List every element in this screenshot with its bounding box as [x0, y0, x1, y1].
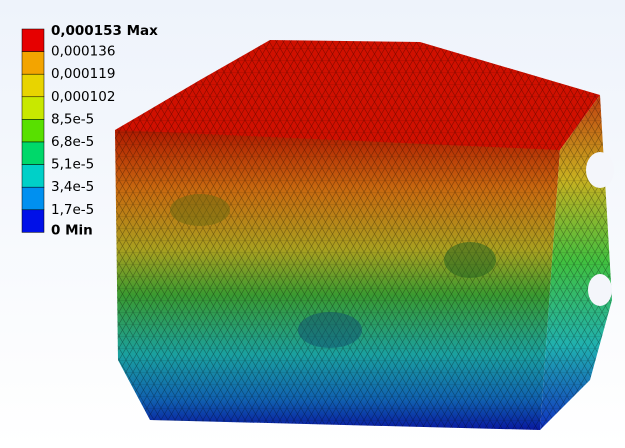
legend-swatch [22, 97, 44, 120]
pore [298, 312, 362, 348]
mesh-lines [115, 40, 612, 430]
legend-swatch [22, 210, 44, 233]
legend-swatch [22, 52, 44, 75]
legend-label: 5,1e-5 [51, 157, 94, 173]
legend-label: 0 Min [51, 222, 93, 238]
legend-swatch [22, 74, 44, 97]
legend-label: 1,7e-5 [51, 202, 94, 218]
pore [444, 242, 496, 278]
legend-label: 3,4e-5 [51, 179, 94, 195]
legend-label: 0,000136 [51, 44, 115, 60]
legend-label: 0,000153 Max [51, 23, 158, 39]
legend-label: 0,000119 [51, 66, 115, 82]
legend-label: 0,000102 [51, 89, 115, 105]
viewport: 0,000153 Max 0,000136 0,000119 0,000102 8,5e… [0, 0, 625, 448]
pore [170, 194, 230, 226]
model [115, 40, 614, 430]
legend-swatch [22, 119, 44, 142]
pore [586, 152, 614, 188]
legend-swatch [22, 187, 44, 210]
pore [588, 274, 612, 306]
legend-swatch [22, 142, 44, 165]
legend-label: 6,8e-5 [51, 134, 94, 150]
legend-swatch [22, 165, 44, 188]
legend-swatch [22, 29, 44, 52]
legend-label: 8,5e-5 [51, 111, 94, 127]
